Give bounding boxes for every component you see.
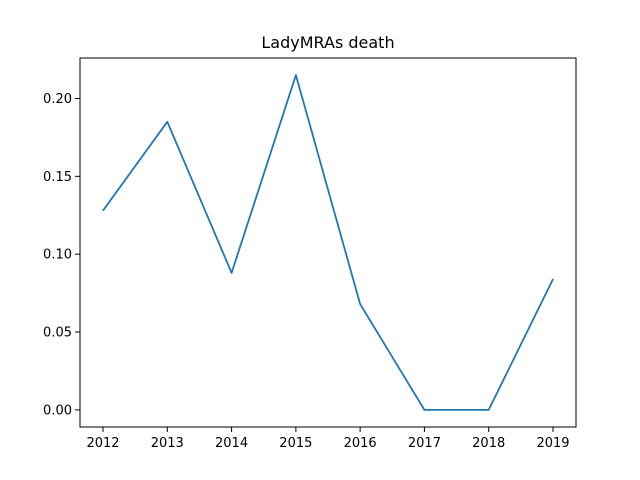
x-tick-label: 2019 [536, 436, 569, 451]
data-point [102, 210, 104, 212]
data-point [231, 272, 233, 274]
x-axis: 2012 2013 2014 2015 2016 2017 2018 2019 [86, 427, 570, 451]
y-axis: 0.00 0.05 0.10 0.15 0.20 [43, 92, 80, 418]
y-tick-label: 0.15 [43, 170, 72, 185]
series-line-0 [102, 74, 554, 411]
series-layer [102, 74, 554, 411]
x-tick-label: 2015 [279, 436, 312, 451]
chart-title: LadyMRAs death [261, 33, 394, 52]
data-point [423, 409, 425, 411]
x-tick-label: 2018 [472, 436, 505, 451]
x-tick-label: 2013 [151, 436, 184, 451]
data-point [488, 409, 490, 411]
y-tick-label: 0.10 [43, 248, 72, 263]
x-tick-label: 2017 [408, 436, 441, 451]
data-point [295, 74, 297, 76]
x-tick-label: 2012 [86, 436, 119, 451]
y-tick-label: 0.20 [43, 92, 72, 107]
y-tick-label: 0.05 [43, 326, 72, 341]
data-point [359, 303, 361, 305]
x-tick-label: 2016 [344, 436, 377, 451]
plot-area-frame [79, 57, 577, 428]
x-tick-label: 2014 [215, 436, 248, 451]
data-point [552, 278, 554, 280]
y-tick-label: 0.00 [43, 403, 72, 418]
data-point [166, 121, 168, 123]
